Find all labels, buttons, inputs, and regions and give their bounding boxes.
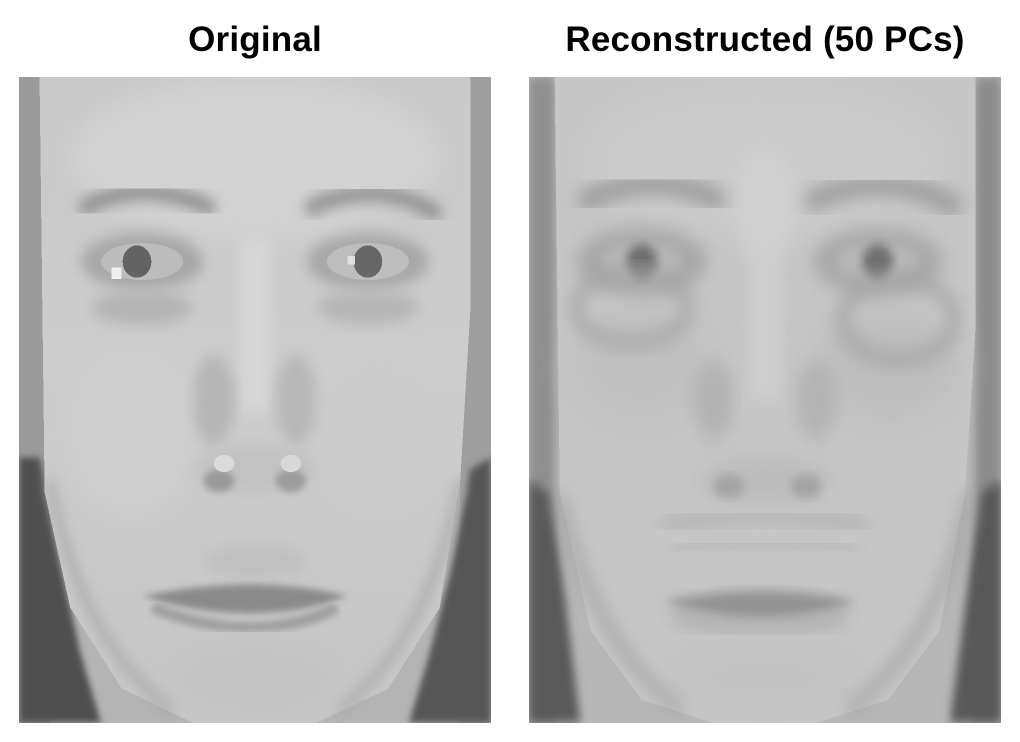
panel-original: Original bbox=[19, 0, 491, 742]
panel-title-reconstructed: Reconstructed (50 PCs) bbox=[565, 20, 965, 59]
panel-title-original: Original bbox=[188, 20, 322, 59]
face-image-original bbox=[19, 77, 491, 723]
face-image-reconstructed bbox=[529, 77, 1001, 723]
face-photo-original bbox=[19, 77, 491, 723]
face-photo-reconstructed bbox=[529, 77, 1001, 723]
panel-reconstructed: Reconstructed (50 PCs) bbox=[529, 0, 1001, 742]
